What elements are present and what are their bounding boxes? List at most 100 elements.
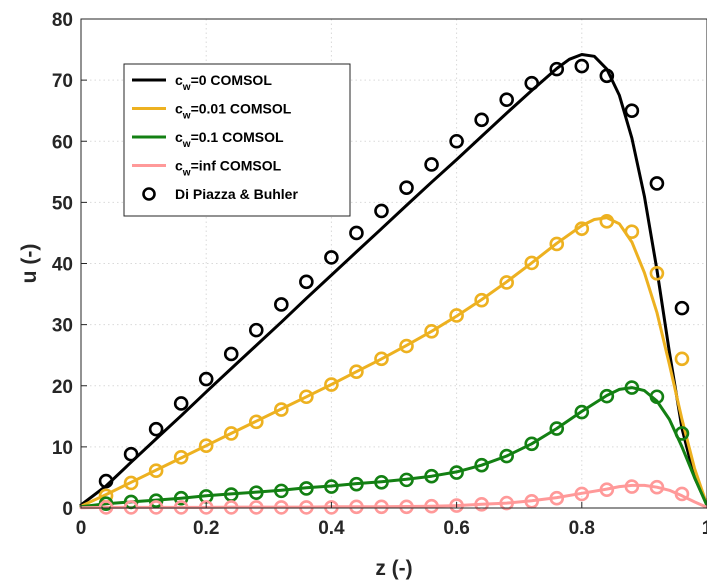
data-point [148, 493, 164, 508]
data-point [474, 497, 489, 512]
data-point [374, 351, 389, 367]
data-point [549, 236, 565, 252]
data-point [574, 486, 590, 502]
data-point [223, 500, 239, 515]
data-point [674, 426, 690, 441]
legend-label-main: c [175, 101, 183, 117]
data-point [424, 324, 439, 339]
data-point [624, 224, 640, 240]
legend-item: Di Piazza & Buhler [142, 186, 298, 202]
legend-label-main: c [175, 158, 183, 174]
data-point [198, 500, 214, 515]
data-point [274, 483, 289, 499]
x-tick-label: 1 [702, 518, 707, 539]
data-point [349, 476, 364, 492]
data-point [173, 490, 189, 506]
data-point [299, 389, 314, 405]
data-point [499, 495, 514, 511]
data-point [524, 75, 540, 91]
data-point [624, 479, 640, 494]
data-point [549, 490, 565, 506]
data-point [449, 498, 464, 513]
x-tick-label: 0.8 [569, 518, 595, 539]
data-point [649, 265, 665, 281]
legend-label-rest: =0 COMSOL [191, 72, 273, 88]
legend-box [123, 63, 351, 217]
legend-label: cw=0 COMSOL [175, 72, 272, 93]
data-point [98, 473, 114, 489]
legend-item: cw=0 COMSOL [132, 72, 272, 93]
y-tick-label: 50 [52, 193, 73, 214]
data-point [549, 421, 565, 436]
data-point [674, 486, 690, 502]
data-point [399, 499, 414, 515]
legend-item: cw=0.1 COMSOL [132, 129, 284, 150]
data-point [274, 402, 289, 417]
y-tick-label: 40 [52, 255, 73, 276]
data-point [148, 421, 164, 437]
data-point [399, 472, 414, 488]
data-point [198, 438, 214, 453]
data-point [173, 396, 189, 411]
legend-label-main: c [175, 129, 183, 145]
series-layer [79, 53, 707, 515]
data-point [649, 176, 665, 191]
y-axis-label: u (-) [18, 244, 41, 284]
data-point [274, 297, 289, 312]
data-point [524, 436, 540, 452]
data-point [123, 475, 139, 491]
data-point [299, 500, 314, 515]
legend-label-main: Di Piazza & Buhler [175, 186, 298, 202]
data-point [349, 225, 364, 241]
data-point [123, 500, 139, 515]
data-point [198, 371, 214, 387]
data-point [173, 449, 189, 465]
data-point [424, 157, 439, 172]
y-tick-label: 0 [62, 499, 73, 520]
data-point [248, 485, 264, 501]
data-point [223, 426, 239, 441]
y-tick-label: 80 [52, 10, 73, 31]
legend-item: cw=inf COMSOL [132, 158, 282, 179]
legend-label-main: c [175, 72, 183, 88]
data-point [324, 500, 339, 515]
data-point [599, 482, 615, 497]
data-point [449, 308, 464, 323]
data-point [299, 481, 314, 496]
y-tick-label: 20 [52, 377, 73, 398]
legend-label-sub: w [182, 82, 191, 93]
data-point [274, 500, 289, 515]
data-point [123, 446, 139, 462]
legend-label: cw=inf COMSOL [175, 158, 282, 179]
data-point [324, 479, 339, 494]
legend-marker [142, 187, 156, 201]
data-point [499, 448, 514, 464]
data-point [449, 465, 464, 480]
legend-label: Di Piazza & Buhler [175, 186, 298, 202]
data-point [524, 493, 540, 509]
legend-label-rest: =inf COMSOL [191, 158, 282, 174]
data-point [399, 338, 414, 354]
x-tick-label: 0.2 [193, 518, 219, 539]
data-point [349, 364, 364, 379]
legend-label-sub: w [182, 168, 191, 179]
data-point [449, 133, 464, 149]
data-point [574, 58, 590, 74]
series-line-1 [79, 216, 707, 508]
legend-label-rest: =0.01 COMSOL [191, 101, 292, 117]
data-point [324, 250, 339, 265]
series-line-2 [79, 386, 707, 509]
data-point [349, 499, 364, 515]
x-tick-label: 0.6 [443, 518, 469, 539]
data-point [148, 500, 164, 515]
x-tick-label: 0 [76, 518, 87, 539]
data-point [599, 68, 615, 84]
data-point [474, 292, 489, 308]
legend-label-sub: w [182, 111, 191, 122]
data-point [324, 377, 339, 392]
data-point [599, 214, 615, 229]
legend-item: cw=0.01 COMSOL [132, 101, 292, 122]
